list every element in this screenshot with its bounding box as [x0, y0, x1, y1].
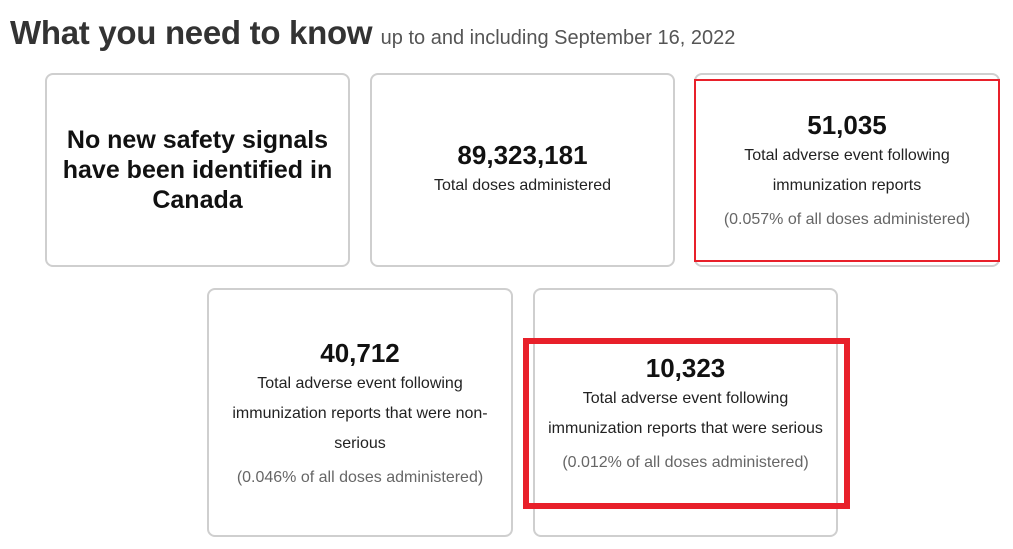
serious-label-line1: Total adverse event following — [582, 389, 789, 407]
total-doses-number: 89,323,181 — [457, 140, 588, 170]
page-heading: What you need to know up to and includin… — [10, 14, 735, 52]
serious-percent: (0.012% of all doses administered) — [562, 453, 809, 471]
total-reports-percent: (0.057% of all doses administered) — [723, 211, 971, 228]
date-subtitle: up to and including September 16, 2022 — [380, 27, 736, 49]
total-reports-label-line1: Total adverse event following — [744, 147, 950, 164]
page-title: What you need to know — [10, 14, 373, 51]
total-reports-number: 51,035 — [807, 110, 887, 140]
serious-reports-card: 10,323 Total adverse event following imm… — [533, 288, 838, 537]
safety-signals-card: No new safety signals have been identifi… — [45, 73, 350, 267]
non-serious-reports-number: 40,712 — [320, 337, 400, 368]
serious-label-line2: immunization reports that were serious — [548, 419, 823, 437]
total-doses-label: Total doses administered — [434, 177, 611, 194]
total-reports-label-line2: immunization reports — [772, 177, 922, 194]
non-serious-reports-card: 40,712 Total adverse event following imm… — [207, 288, 513, 537]
non-serious-label-line1: Total adverse event following — [257, 374, 463, 392]
non-serious-label-line3: serious — [334, 434, 386, 452]
serious-reports-number: 10,323 — [645, 352, 726, 383]
total-reports-card: 51,035 Total adverse event following imm… — [694, 73, 1000, 267]
non-serious-percent: (0.046% of all doses administered) — [236, 468, 484, 486]
non-serious-label-line2: immunization reports that were non- — [232, 404, 488, 422]
total-doses-card: 89,323,181 Total doses administered — [370, 73, 675, 267]
safety-signals-statement: No new safety signals have been identifi… — [62, 126, 333, 214]
